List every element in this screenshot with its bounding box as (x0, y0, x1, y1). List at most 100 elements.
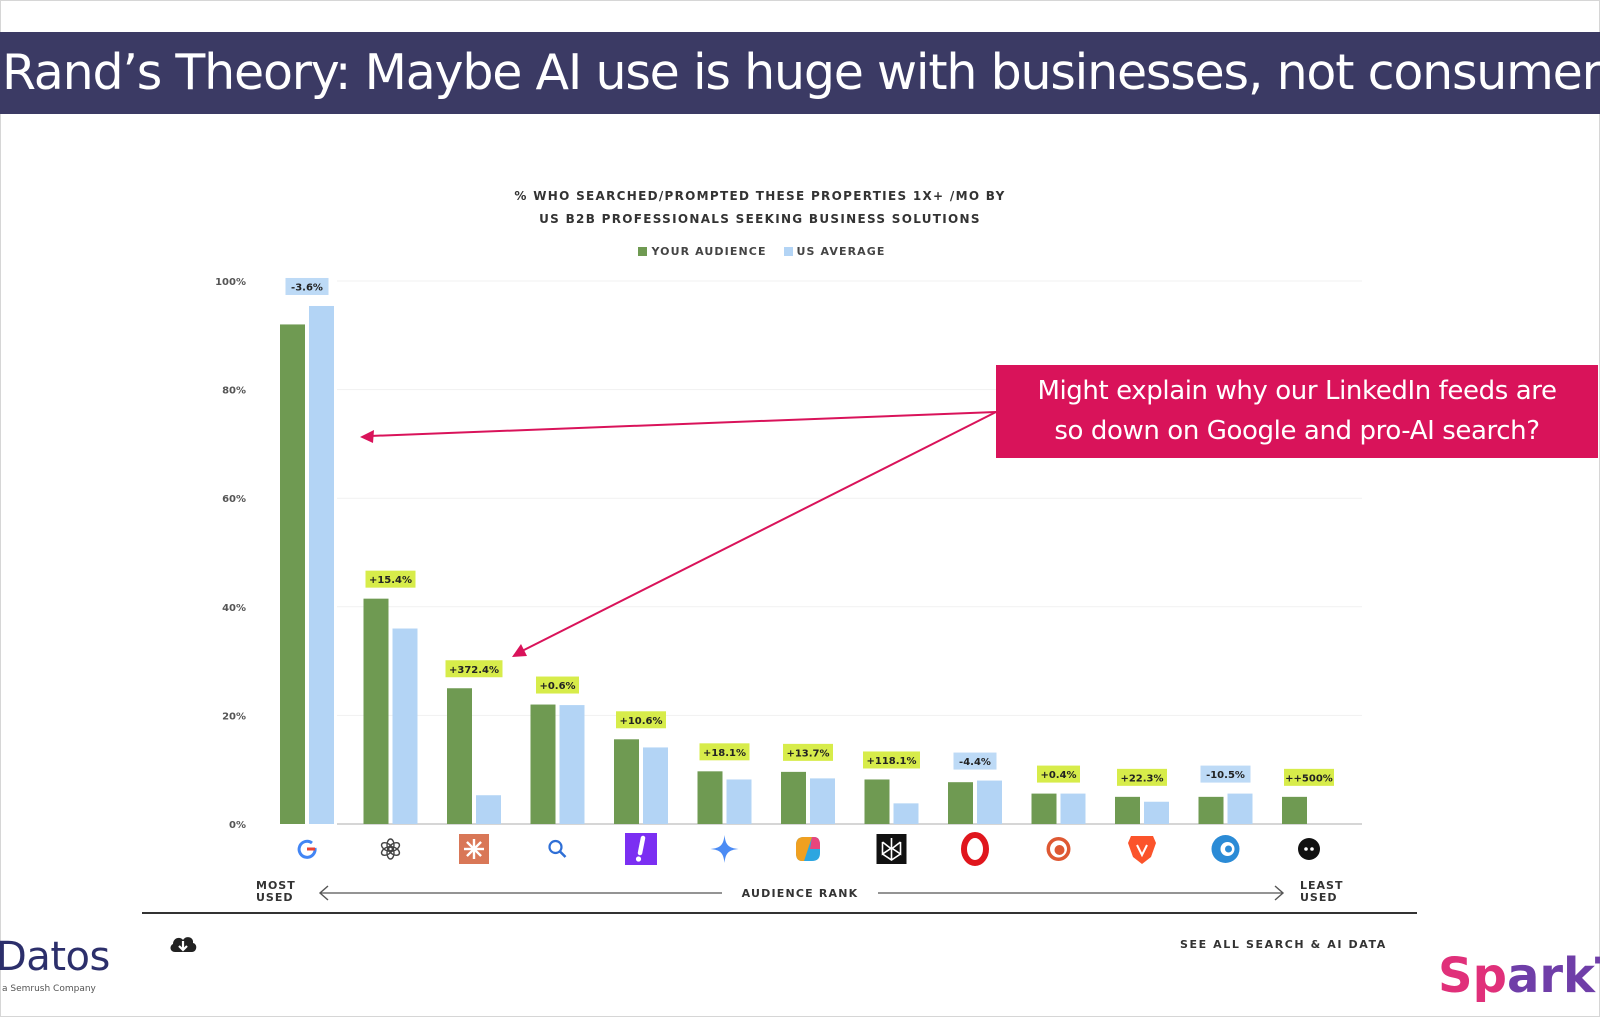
y-tick-label: 40% (222, 603, 246, 614)
gemini-icon (710, 835, 739, 863)
perplexity-icon (876, 834, 907, 864)
yahoo-icon (625, 833, 657, 865)
sparktoro-logo: SparkT (1438, 950, 1600, 1002)
bar-your-audience (614, 739, 639, 824)
change-badge (285, 277, 329, 295)
y-tick-label: 0% (229, 820, 246, 831)
change-badge (616, 711, 666, 729)
bar-us-average (476, 795, 501, 824)
change-badge-label: -10.5% (1206, 770, 1245, 781)
bar-your-audience (864, 779, 890, 824)
change-badge-label: +15.4% (369, 575, 412, 586)
see-all-data-link[interactable]: SEE ALL SEARCH & AI DATA (1180, 938, 1387, 951)
callout-box: Might explain why our LinkedIn feeds are… (996, 365, 1598, 458)
duckduckgo-icon (1046, 837, 1071, 861)
least-used-label: LEAST USED (1300, 880, 1343, 904)
bar-your-audience (1031, 793, 1057, 824)
chart-title-line-1: % WHO SEARCHED/PROMPTED THESE PROPERTIES… (514, 189, 1006, 203)
brave-icon (1128, 836, 1156, 864)
bar-your-audience (781, 771, 806, 824)
chart-title-line-2: US B2B PROFESSIONALS SEEKING BUSINESS SO… (539, 212, 981, 226)
change-badge (953, 752, 997, 770)
bar-us-average (559, 705, 585, 824)
rank-axis-right-arrowhead (1274, 885, 1285, 901)
bar-your-audience (280, 324, 305, 824)
change-badge-label: +18.1% (703, 748, 746, 759)
y-tick-label: 100% (215, 277, 246, 288)
opera-icon (961, 832, 989, 866)
chart-title: % WHO SEARCHED/PROMPTED THESE PROPERTIES… (360, 185, 1160, 231)
change-badge-label: +10.6% (619, 716, 662, 727)
bar-us-average (726, 779, 752, 824)
most-used-line-2: USED (256, 891, 294, 904)
change-badge (1117, 768, 1167, 786)
change-badge (365, 570, 416, 588)
callout-arrow-claude-head (512, 644, 527, 657)
change-badge-label: -3.6% (291, 282, 323, 293)
claude-icon (459, 834, 489, 864)
bar-us-average (1060, 793, 1086, 824)
cloud-download-icon[interactable] (168, 932, 198, 958)
legend-item-us-average: US AVERAGE (780, 245, 886, 258)
bar-us-average (810, 778, 835, 824)
bar-us-average (309, 305, 334, 824)
y-tick-label: 20% (222, 711, 246, 722)
most-used-label: MOST USED (256, 880, 296, 904)
change-badge-label: +118.1% (866, 756, 916, 767)
callout-line-1: Might explain why our LinkedIn feeds are (1037, 376, 1557, 406)
y-tick-label: 60% (222, 494, 246, 505)
legend-swatch-us-average (783, 247, 793, 256)
chart-legend: YOUR AUDIENCE US AVERAGE (600, 245, 920, 258)
change-badge-label: +372.4% (449, 665, 499, 676)
change-badge-label: ++500% (1285, 773, 1333, 784)
openai-icon (380, 838, 401, 860)
rank-axis-left-arrowhead (318, 885, 329, 901)
least-used-line-2: USED (1300, 891, 1338, 904)
change-badge-label: -4.4% (959, 757, 991, 768)
slide-title: Rand’s Theory: Maybe AI use is huge with… (0, 32, 1600, 114)
footer-divider (142, 912, 1417, 914)
change-badge (783, 743, 833, 761)
legend-label-your-audience: YOUR AUDIENCE (651, 245, 767, 258)
change-badge (699, 743, 750, 761)
bar-us-average (643, 747, 668, 824)
change-badge (445, 660, 503, 678)
bar-your-audience (1198, 796, 1224, 824)
bar-us-average (1227, 793, 1253, 824)
bar-us-average (392, 628, 418, 824)
change-badge (1284, 768, 1334, 786)
copilot-icon (796, 837, 820, 861)
change-badge-label: +0.6% (539, 681, 575, 692)
least-used-line-1: LEAST (1300, 879, 1344, 892)
bar-your-audience (948, 782, 973, 824)
bar-us-average (893, 803, 919, 824)
legend-item-your-audience: YOUR AUDIENCE (634, 245, 766, 258)
legend-label-us-average: US AVERAGE (796, 245, 886, 258)
google-icon (297, 839, 317, 859)
callout-line-2: so down on Google and pro-AI search? (1054, 416, 1540, 446)
bing-icon (548, 839, 567, 858)
callout-arrow-google-head (360, 430, 374, 443)
rank-axis-caption: AUDIENCE RANK (742, 887, 859, 900)
legend-swatch-your-audience (638, 247, 648, 256)
change-badge (536, 676, 579, 694)
dark-circle-icon (1298, 838, 1320, 860)
change-badge-label: +0.4% (1040, 770, 1076, 781)
most-used-line-1: MOST (256, 879, 296, 892)
bar-your-audience (697, 771, 723, 824)
bar-your-audience (447, 688, 472, 824)
bar-your-audience (363, 598, 389, 824)
bar-your-audience (1115, 796, 1140, 824)
bar-your-audience (530, 704, 556, 824)
callout-arrow-google (369, 411, 997, 437)
bar-us-average (977, 780, 1002, 824)
change-badge (1037, 765, 1080, 783)
bar-us-average (1144, 801, 1169, 824)
datos-logo-subtitle: a Semrush Company (2, 984, 96, 994)
change-badge (863, 751, 920, 769)
callout-arrow-claude (521, 411, 997, 652)
change-badge-label: +22.3% (1120, 773, 1163, 784)
y-tick-label: 80% (222, 386, 246, 397)
change-badge-label: +13.7% (786, 748, 829, 759)
